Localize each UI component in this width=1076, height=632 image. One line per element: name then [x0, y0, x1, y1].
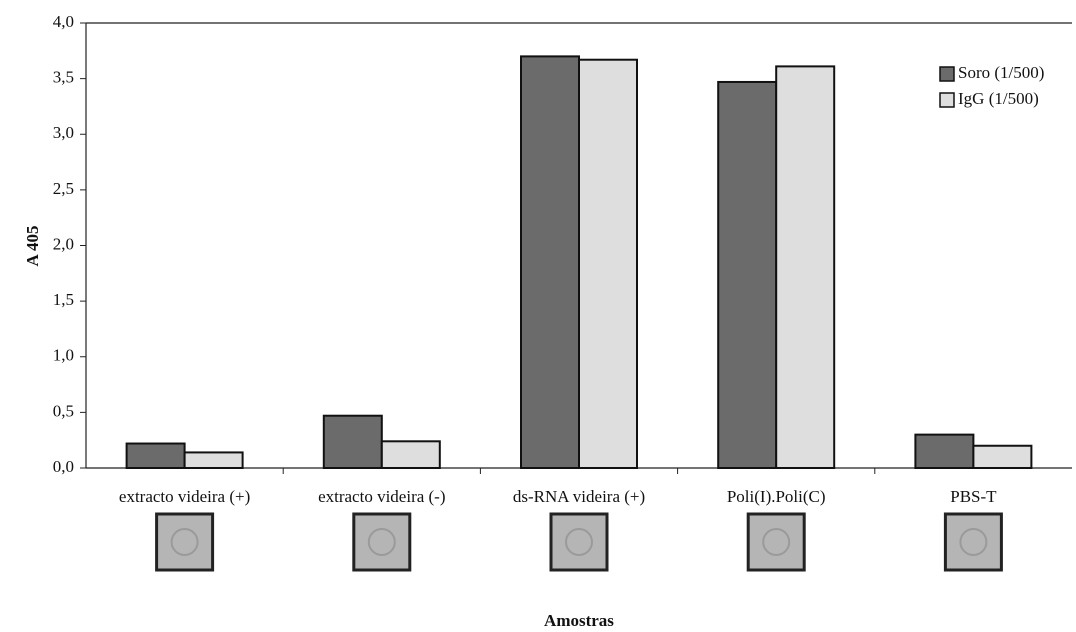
chart: A 405 Amostras 0,0 0,5 1,0 1,5 2,0 2,5 3,0 3,5 4… [0, 0, 1076, 632]
y-tick-label: 2,5 [53, 179, 74, 198]
legend-swatch [940, 67, 954, 81]
sample-image [748, 514, 804, 570]
sample-image [945, 514, 1001, 570]
bar [382, 441, 440, 468]
y-tick-label: 4,0 [53, 12, 74, 31]
bar [718, 82, 776, 468]
legend-label: Soro (1/500) [958, 63, 1044, 82]
x-tick-label: Poli(I).Poli(C) [727, 487, 826, 506]
bar [185, 452, 243, 468]
bar [776, 66, 834, 468]
y-tick-label: 2,0 [53, 234, 74, 253]
legend-label: IgG (1/500) [958, 89, 1039, 108]
sample-image [157, 514, 213, 570]
y-tick-label: 0,5 [53, 401, 74, 420]
x-tick-label: ds-RNA videira (+) [513, 487, 645, 506]
bar [324, 416, 382, 468]
x-tick-label: extracto videira (+) [119, 487, 250, 506]
y-tick-label: 0,0 [53, 457, 74, 476]
bar [127, 444, 185, 468]
x-axis-title: Amostras [544, 611, 614, 630]
y-tick-label: 3,5 [53, 68, 74, 87]
sample-image [551, 514, 607, 570]
bar [915, 435, 973, 468]
sample-image [354, 514, 410, 570]
x-tick-label: extracto videira (-) [318, 487, 445, 506]
bar [579, 60, 637, 468]
x-tick-label: PBS-T [950, 487, 997, 506]
y-tick-label: 3,0 [53, 123, 74, 142]
legend-swatch [940, 93, 954, 107]
bar [521, 56, 579, 468]
y-axis-title: A 405 [23, 225, 42, 266]
y-tick-label: 1,0 [53, 346, 74, 365]
y-tick-label: 1,5 [53, 290, 74, 309]
bar [973, 446, 1031, 468]
